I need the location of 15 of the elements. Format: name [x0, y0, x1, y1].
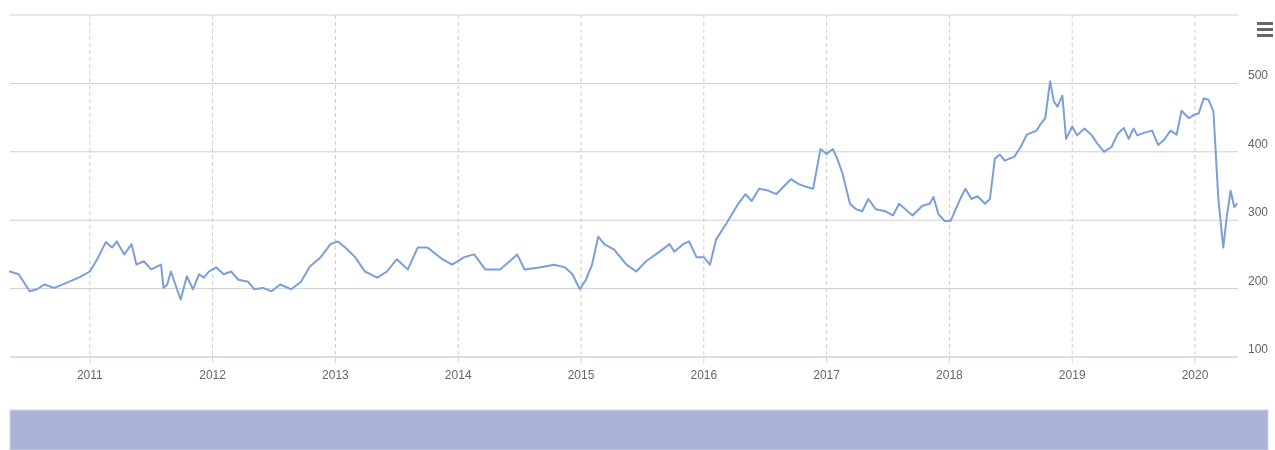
x-tick-label: 2014	[444, 368, 472, 382]
x-tick-label: 2013	[322, 368, 350, 382]
y-tick-label: 300	[1247, 205, 1269, 220]
y-tick-label: 500	[1247, 68, 1269, 83]
x-tick-label: 2018	[936, 368, 964, 382]
x-tick-label: 2020	[1181, 368, 1209, 382]
x-tick-label: 2017	[813, 368, 841, 382]
x-tick-label: 2015	[567, 368, 595, 382]
y-tick-label: 100	[1247, 342, 1269, 356]
y-tick-label: 400	[1247, 136, 1269, 151]
x-tick-label: 2016	[690, 368, 718, 382]
y-tick-label: 200	[1247, 273, 1269, 288]
x-tick-label: 2011	[76, 368, 104, 382]
x-tick-label: 2012	[199, 368, 227, 382]
x-tick-label: 2019	[1058, 368, 1086, 382]
